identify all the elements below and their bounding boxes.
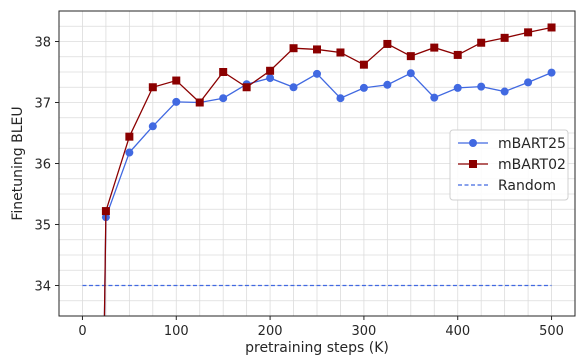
x-axis-label: pretraining steps (K): [245, 340, 389, 356]
x-tick-label: 200: [258, 324, 283, 339]
data-point-mbart25: [547, 68, 556, 77]
data-point-mbart25: [383, 80, 392, 89]
data-point-mbart02: [547, 23, 556, 32]
data-point-mbart25: [500, 87, 509, 96]
data-point-mbart02: [477, 38, 486, 47]
x-tick-label: 500: [539, 324, 564, 339]
data-point-mbart02: [359, 60, 368, 69]
data-point-mbart02: [101, 207, 110, 216]
data-point-mbart25: [477, 82, 486, 91]
data-point-mbart25: [313, 69, 321, 78]
data-point-mbart02: [148, 83, 157, 92]
y-tick-label: 35: [34, 219, 51, 234]
series-mbart25: [101, 68, 556, 316]
legend-label: mBART02: [498, 157, 566, 173]
plot-area: [82, 23, 556, 316]
data-point-mbart02: [172, 76, 181, 85]
data-point-mbart02: [313, 45, 321, 54]
x-tick-label: 0: [78, 324, 86, 339]
data-point-mbart02: [219, 68, 228, 76]
data-point-mbart02: [383, 39, 392, 48]
data-point-mbart02: [195, 98, 204, 107]
legend-item-mbart25: mBART25: [458, 136, 566, 152]
y-tick-label: 34: [34, 280, 51, 295]
data-point-mbart25: [453, 83, 462, 92]
data-point-mbart25: [336, 94, 345, 103]
data-point-mbart25: [148, 122, 157, 131]
axis-ticks: 0 100 200 300 400 500 34 35 36 37 38: [34, 36, 564, 340]
data-point-mbart02: [289, 44, 298, 53]
data-point-mbart25: [266, 74, 275, 83]
grid: [59, 10, 575, 317]
data-point-mbart25: [125, 148, 134, 157]
data-point-mbart02: [336, 48, 345, 57]
data-point-mbart02: [500, 33, 509, 42]
data-point-mbart25: [289, 83, 298, 92]
data-point-mbart02: [242, 83, 251, 92]
data-point-mbart25: [172, 97, 181, 106]
y-tick-label: 37: [34, 97, 51, 112]
y-tick-label: 36: [34, 158, 51, 173]
x-tick-label: 100: [164, 324, 189, 339]
data-point-mbart25: [219, 94, 228, 103]
legend: mBART25 mBART02 Random: [449, 129, 569, 201]
y-tick-label: 38: [34, 36, 51, 51]
x-tick-label: 400: [445, 324, 470, 339]
legend-box: [449, 129, 569, 201]
legend-label: mBART25: [498, 136, 566, 152]
legend-item-mbart02: mBART02: [458, 157, 566, 173]
data-point-mbart25: [406, 69, 415, 78]
series-mbart02: [101, 23, 556, 316]
data-point-mbart02: [453, 50, 462, 59]
legend-item-random: Random: [458, 178, 556, 194]
data-point-mbart02: [430, 43, 439, 52]
data-point-mbart02: [406, 52, 415, 61]
x-tick-label: 300: [351, 324, 376, 339]
data-point-mbart25: [359, 83, 368, 92]
data-point-mbart25: [524, 78, 533, 87]
data-point-mbart02: [125, 132, 134, 141]
data-point-mbart02: [266, 66, 275, 75]
legend-marker: [469, 160, 477, 168]
data-point-mbart25: [430, 93, 439, 102]
y-axis-label: Finetuning BLEU: [10, 106, 26, 220]
data-point-mbart02: [524, 28, 533, 37]
legend-marker: [469, 139, 477, 147]
legend-label: Random: [498, 178, 556, 194]
